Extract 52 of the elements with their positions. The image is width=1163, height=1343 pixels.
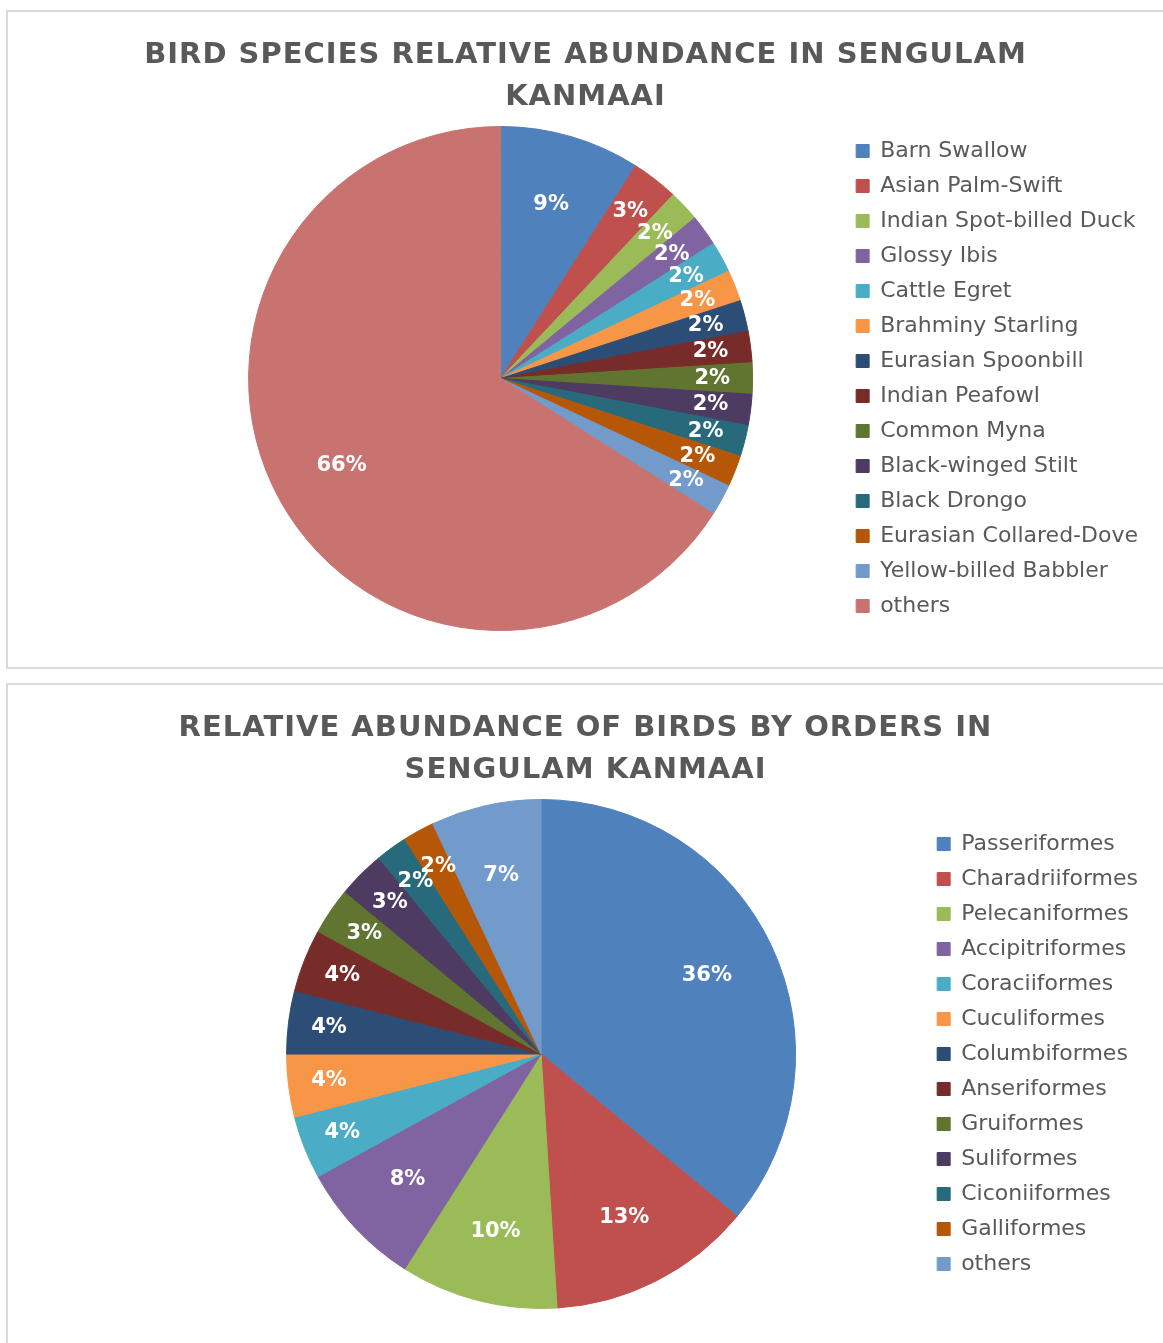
data-label: 2% <box>679 287 716 312</box>
legend-label: Common Myna <box>880 416 1046 442</box>
data-label: 3% <box>346 920 383 945</box>
legend-label: Indian Peafowl <box>880 381 1040 407</box>
data-label: 2% <box>687 312 724 337</box>
legend-label: Eurasian Collared-Dove <box>880 521 1139 547</box>
legend-label: others <box>880 591 951 617</box>
legend-label: Yellow-billed Babbler <box>879 556 1109 582</box>
legend-label: Black Drongo <box>880 486 1028 512</box>
legend-label: Charadriiformes <box>961 864 1139 890</box>
legend-label: Cattle Egret <box>880 276 1012 302</box>
data-label: 13% <box>599 1203 650 1228</box>
chart-title: RELATIVE ABUNDANCE OF BIRDS BY ORDERS IN SENGULAM KANMAAI <box>177 708 994 787</box>
legend-label: Coraciiformes <box>961 969 1114 995</box>
data-label: 2% <box>668 466 704 491</box>
legend-label: Passeriformes <box>961 829 1115 855</box>
data-label: 2% <box>687 417 724 442</box>
data-label: 2% <box>692 338 729 363</box>
legend-label: Eurasian Spoonbill <box>880 346 1084 372</box>
data-label: 2% <box>668 262 704 287</box>
legend-label: Cuculiformes <box>961 1004 1106 1030</box>
data-label: 36% <box>681 962 733 987</box>
legend-label: Suliformes <box>961 1144 1078 1170</box>
legend-label: Black-winged Stilt <box>880 451 1078 477</box>
legend-label: Ciconiiformes <box>961 1179 1111 1205</box>
data-label: 10% <box>470 1217 521 1242</box>
legend-label: Indian Spot-billed Duck <box>880 206 1136 232</box>
legend-label: Accipitriformes <box>961 934 1127 960</box>
data-label: 8% <box>389 1165 426 1190</box>
data-label: 4% <box>311 1013 347 1038</box>
data-label: 7% <box>483 861 519 886</box>
legend-label: Barn Swallow <box>880 136 1028 162</box>
legend-label: Columbiformes <box>961 1039 1128 1065</box>
data-label: 4% <box>324 1119 361 1144</box>
data-label: 66% <box>316 452 367 477</box>
data-label: 2% <box>692 391 729 416</box>
legend-label: Gruiformes <box>961 1109 1084 1135</box>
data-label: 3% <box>612 197 649 222</box>
data-label: 9% <box>533 190 570 215</box>
data-label: 2% <box>679 442 716 467</box>
legend-label: Galliformes <box>961 1214 1087 1240</box>
legend-label: others <box>961 1249 1032 1275</box>
legend-label: Pelecaniformes <box>961 899 1129 925</box>
legend-label: Glossy Ibis <box>880 241 998 267</box>
data-label: 4% <box>324 961 361 986</box>
chart-title: BIRD SPECIES RELATIVE ABUNDANCE IN SENGULAM KANMAAI <box>143 35 1028 114</box>
legend-label: Anseriformes <box>961 1074 1107 1100</box>
data-label: 4% <box>311 1067 347 1092</box>
data-label: 3% <box>372 889 408 914</box>
legend-label: Brahminy Starling <box>880 311 1079 337</box>
data-label: 2% <box>694 364 731 389</box>
legend-label: Asian Palm-Swift <box>880 171 1063 197</box>
